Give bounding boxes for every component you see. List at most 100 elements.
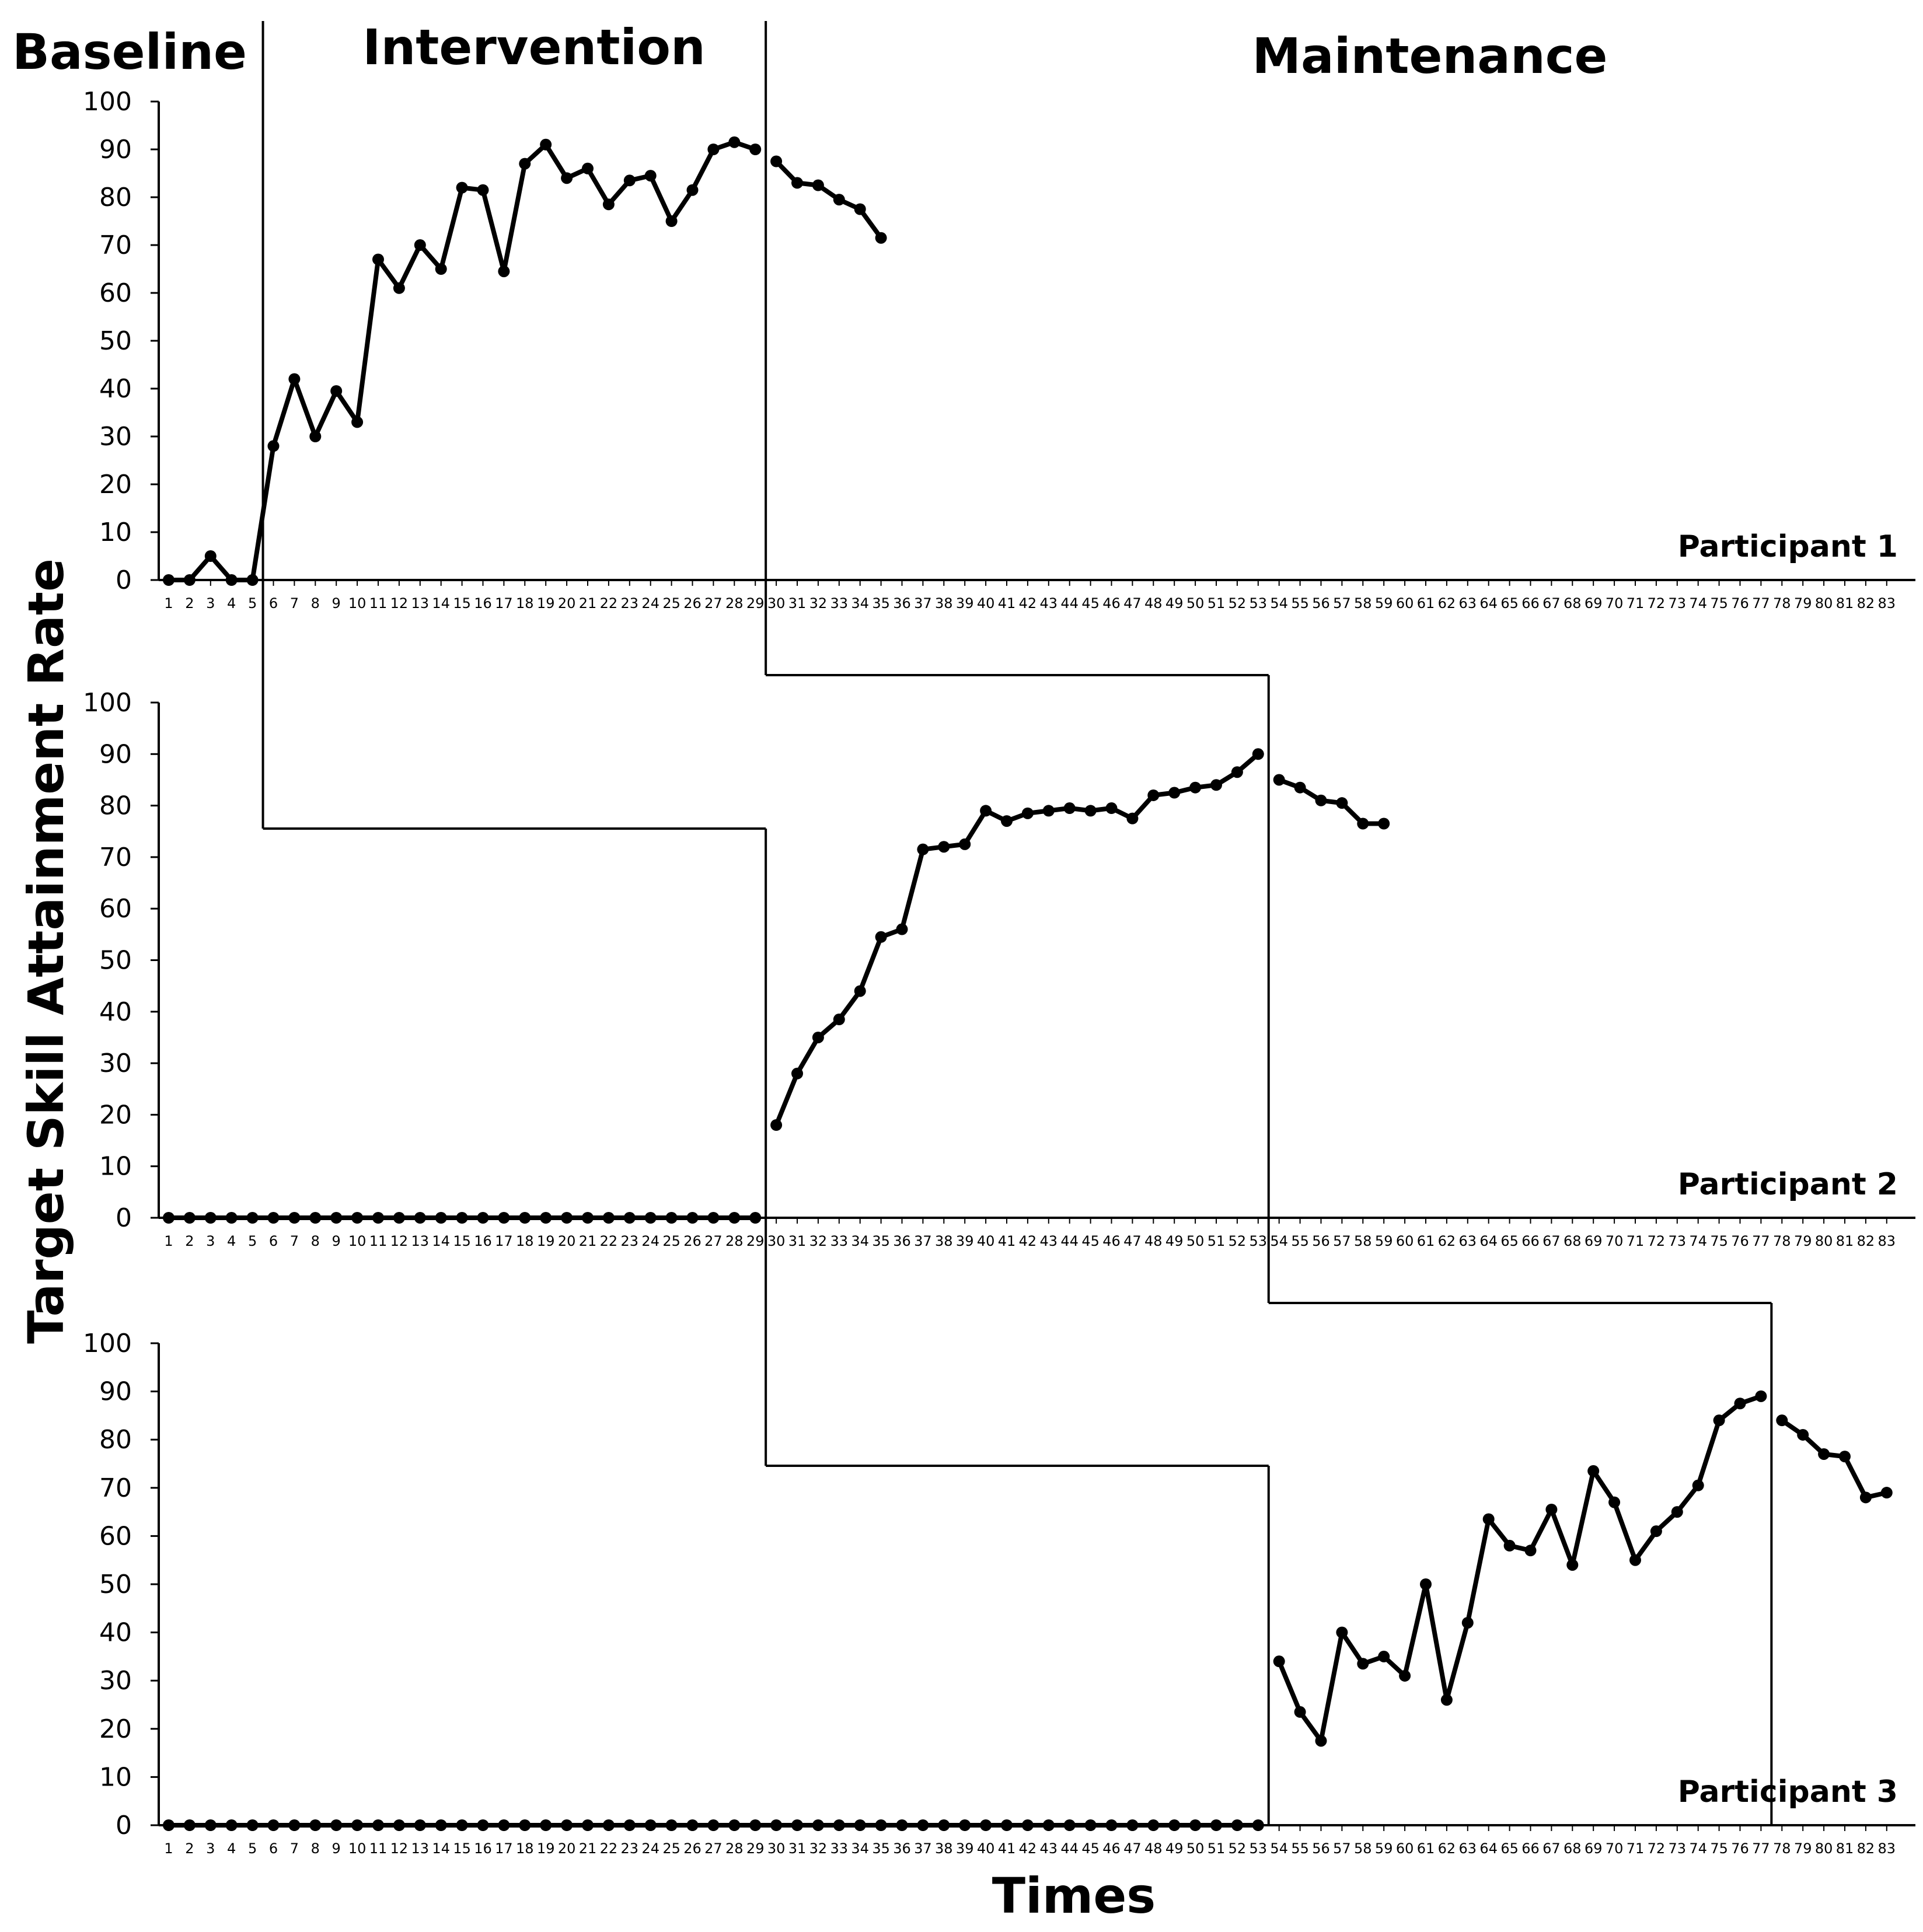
x-tick-label: 37 (914, 1840, 932, 1857)
x-tick-label: 78 (1773, 595, 1791, 612)
y-tick-label: 10 (99, 518, 132, 547)
y-tick-label: 100 (83, 688, 132, 718)
data-point (1294, 1706, 1306, 1718)
data-point (1315, 1735, 1327, 1747)
x-tick-label: 6 (269, 1233, 278, 1249)
y-tick-label: 10 (99, 1762, 132, 1792)
x-tick-label: 83 (1878, 1233, 1896, 1249)
x-tick-label: 26 (683, 1840, 702, 1857)
x-tick-label: 46 (1102, 595, 1121, 612)
x-tick-label: 39 (956, 595, 974, 612)
x-tick-label: 31 (788, 1233, 807, 1249)
x-tick-label: 77 (1752, 1233, 1770, 1249)
x-tick-label: 9 (332, 1233, 341, 1249)
x-tick-label: 51 (1207, 1840, 1226, 1857)
x-tick-label: 55 (1291, 1840, 1309, 1857)
x-tick-label: 29 (746, 1233, 765, 1249)
x-tick-label: 16 (474, 595, 492, 612)
y-tick-label: 20 (99, 1100, 132, 1130)
x-tick-label: 74 (1689, 595, 1707, 612)
x-tick-label: 83 (1878, 595, 1896, 612)
x-tick-label: 69 (1585, 595, 1603, 612)
data-point (1210, 1819, 1222, 1831)
data-point (1503, 1539, 1516, 1552)
y-tick-label: 0 (116, 1203, 132, 1233)
x-tick-label: 71 (1627, 1233, 1645, 1249)
x-tick-label: 9 (332, 1840, 341, 1857)
data-point (163, 574, 174, 586)
x-tick-label: 72 (1648, 1233, 1666, 1249)
x-tick-label: 33 (830, 1840, 849, 1857)
y-tick-label: 50 (99, 326, 132, 356)
data-point (812, 1031, 824, 1043)
data-point (498, 1819, 510, 1831)
data-point (330, 1212, 343, 1224)
x-tick-label: 16 (474, 1840, 492, 1857)
data-point (1210, 779, 1222, 791)
x-tick-label: 1 (164, 1840, 173, 1857)
x-tick-label: 28 (725, 595, 744, 612)
data-point (728, 1819, 741, 1831)
data-point (351, 1819, 364, 1831)
data-point (1650, 1525, 1662, 1538)
x-tick-label: 50 (1186, 1233, 1205, 1249)
data-point (267, 1212, 280, 1224)
data-point (1336, 797, 1348, 809)
data-point (875, 931, 887, 943)
y-tick-label: 60 (99, 894, 132, 924)
x-tick-label: 50 (1186, 595, 1205, 612)
x-tick-label: 26 (683, 595, 702, 612)
data-point (1105, 802, 1118, 815)
x-tick-label: 6 (269, 1840, 278, 1857)
data-point (1063, 802, 1076, 815)
x-tick-label: 45 (1081, 595, 1100, 612)
x-tick-label: 76 (1731, 1840, 1749, 1857)
x-tick-label: 28 (725, 1233, 744, 1249)
x-tick-label: 43 (1040, 1840, 1058, 1857)
x-tick-label: 62 (1438, 1233, 1456, 1249)
y-tick-label: 20 (99, 470, 132, 499)
data-point (1839, 1451, 1851, 1463)
x-tick-label: 42 (1019, 1233, 1037, 1249)
x-tick-label: 36 (893, 595, 911, 612)
data-point (582, 162, 594, 174)
x-tick-label: 77 (1752, 595, 1770, 612)
x-tick-label: 16 (474, 1233, 492, 1249)
x-tick-label: 1 (164, 595, 173, 612)
y-tick-label: 40 (99, 997, 132, 1027)
data-point (246, 1212, 259, 1224)
data-point (623, 174, 636, 187)
data-point (204, 1212, 217, 1224)
x-tick-label: 40 (977, 1233, 995, 1249)
x-tick-label: 70 (1606, 595, 1624, 612)
y-tick-label: 0 (116, 1811, 132, 1840)
data-point (1776, 1414, 1788, 1427)
x-tick-label: 12 (390, 1233, 409, 1249)
x-tick-label: 28 (725, 1840, 744, 1857)
data-point (1189, 781, 1202, 794)
x-tick-label: 36 (893, 1233, 911, 1249)
data-point (791, 1067, 803, 1079)
data-point (225, 1212, 238, 1224)
x-tick-label: 80 (1815, 1233, 1833, 1249)
x-tick-label: 76 (1731, 1233, 1749, 1249)
data-point (1378, 1650, 1390, 1662)
data-point (372, 253, 384, 265)
data-point (540, 1819, 552, 1831)
data-point (414, 1819, 426, 1831)
x-tick-label: 80 (1815, 595, 1833, 612)
y-tick-label: 80 (99, 1425, 132, 1455)
data-point (372, 1212, 384, 1224)
x-tick-label: 64 (1479, 1840, 1498, 1857)
x-tick-label: 68 (1563, 1840, 1582, 1857)
data-point (644, 1212, 657, 1224)
x-tick-label: 22 (600, 1840, 618, 1857)
x-tick-label: 40 (977, 1840, 995, 1857)
data-point (163, 1212, 174, 1224)
x-tick-label: 38 (935, 1840, 953, 1857)
x-tick-label: 57 (1333, 595, 1351, 612)
x-tick-label: 30 (767, 595, 786, 612)
x-tick-label: 65 (1500, 1840, 1519, 1857)
x-tick-label: 73 (1669, 1233, 1687, 1249)
